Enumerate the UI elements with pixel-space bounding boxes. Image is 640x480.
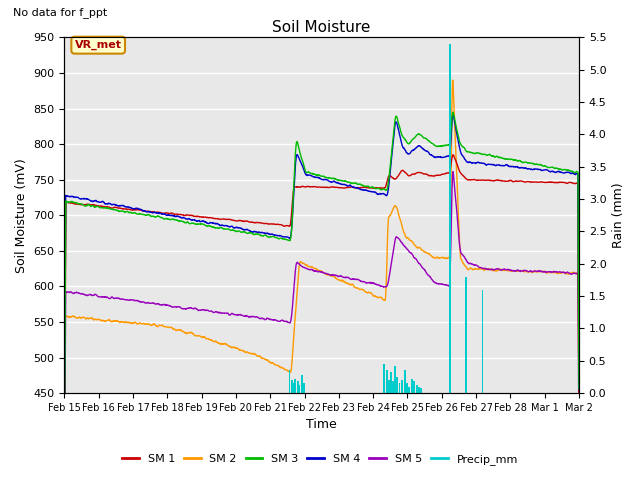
Bar — [481, 289, 483, 393]
Bar — [420, 388, 422, 393]
Y-axis label: Rain (mm): Rain (mm) — [612, 182, 625, 248]
Bar — [294, 379, 296, 393]
Bar — [406, 384, 408, 393]
Bar — [296, 382, 298, 393]
Bar — [298, 385, 300, 393]
Legend: SM 1, SM 2, SM 3, SM 4, SM 5, Precip_mm: SM 1, SM 2, SM 3, SM 4, SM 5, Precip_mm — [118, 450, 522, 469]
Title: Soil Moisture: Soil Moisture — [273, 20, 371, 35]
Bar — [301, 375, 303, 393]
Bar — [418, 387, 420, 393]
Bar — [404, 371, 406, 393]
X-axis label: Time: Time — [307, 419, 337, 432]
Bar — [413, 382, 415, 393]
Bar — [465, 276, 467, 393]
Bar — [386, 371, 388, 393]
Bar — [303, 384, 305, 393]
Bar — [415, 385, 417, 393]
Bar — [408, 387, 410, 393]
Bar — [291, 380, 292, 393]
Bar — [392, 382, 394, 393]
Bar — [399, 384, 401, 393]
Text: VR_met: VR_met — [75, 40, 122, 50]
Bar — [401, 380, 403, 393]
Bar — [383, 364, 385, 393]
Bar — [390, 372, 392, 393]
Bar — [388, 380, 390, 393]
Text: No data for f_ppt: No data for f_ppt — [13, 7, 107, 18]
Y-axis label: Soil Moisture (mV): Soil Moisture (mV) — [15, 158, 28, 273]
Bar — [396, 377, 398, 393]
Bar — [292, 384, 294, 393]
Bar — [394, 366, 396, 393]
Bar — [411, 379, 413, 393]
Bar — [449, 44, 451, 393]
Bar — [289, 371, 291, 393]
